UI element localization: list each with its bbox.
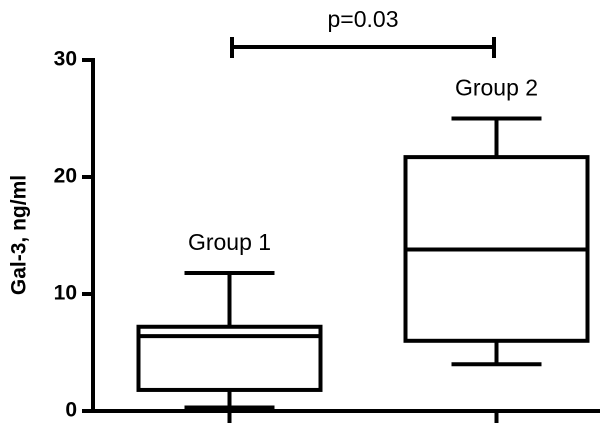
group-label: Group 2 [455,75,538,101]
y-axis-label: Gal-3, ng/ml [8,175,31,295]
group-label: Group 1 [188,229,271,255]
y-tick-label: 0 [65,399,77,422]
y-tick-label: 30 [54,48,77,71]
annotation: p=0.03 [328,6,399,32]
significance-bracket [230,37,496,58]
y-tick-label: 10 [54,282,77,305]
y-tick-label: 20 [54,165,77,188]
